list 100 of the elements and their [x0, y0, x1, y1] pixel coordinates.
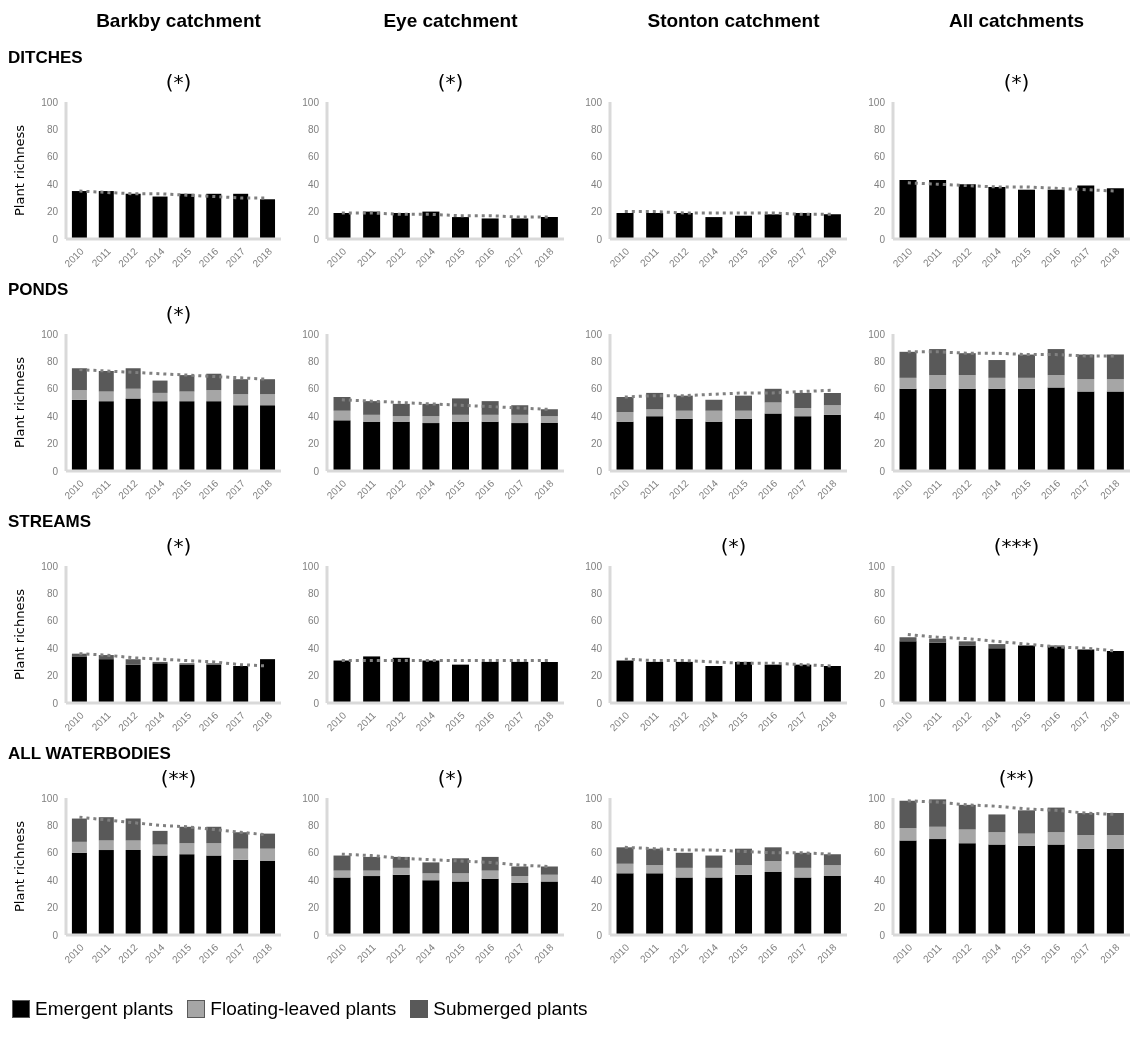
text: (*)	[164, 70, 193, 94]
bar	[206, 843, 222, 856]
bar	[98, 659, 114, 703]
bar	[1077, 391, 1095, 471]
bar	[646, 865, 664, 874]
bar	[735, 410, 753, 419]
bar	[705, 867, 723, 878]
text: (**)	[997, 766, 1036, 790]
y-tick-label: 60	[46, 615, 59, 627]
bar	[929, 349, 947, 376]
bar	[511, 882, 529, 935]
bar	[929, 839, 947, 935]
bar	[71, 368, 87, 391]
bar	[899, 351, 917, 378]
bar	[125, 388, 141, 399]
bar	[422, 423, 440, 471]
bar	[823, 405, 841, 415]
y-tick-label: 0	[52, 697, 59, 709]
bar	[675, 418, 693, 471]
bar	[179, 843, 195, 855]
chart-title: Barkby catchment	[95, 10, 262, 32]
bar	[392, 403, 410, 417]
bar	[1106, 354, 1124, 380]
bar	[794, 407, 812, 417]
y-tick-label: 40	[46, 178, 59, 190]
bar	[705, 877, 723, 935]
bar	[735, 874, 753, 935]
bar	[152, 392, 168, 402]
bar	[1047, 844, 1065, 935]
y-tick-label: 60	[873, 847, 886, 859]
y-tick-label: 40	[590, 874, 603, 886]
legend-label: Emergent plants	[35, 998, 174, 1020]
y-tick-label: 40	[307, 410, 320, 422]
bar	[675, 877, 693, 935]
y-axis-title: Plant richness	[12, 588, 27, 680]
bar	[958, 829, 976, 844]
y-tick-label: 100	[302, 328, 320, 340]
bar	[179, 826, 195, 844]
bar	[705, 855, 723, 868]
bar	[125, 398, 141, 471]
legend-label: Submerged plants	[433, 998, 588, 1020]
bar	[481, 414, 499, 422]
y-axis-title: Plant richness	[12, 820, 27, 912]
y-tick-label: 20	[307, 206, 320, 218]
bar	[206, 664, 222, 703]
bar	[71, 818, 87, 842]
y-tick-label: 0	[879, 465, 886, 477]
text: (*)	[164, 534, 193, 558]
chart-subtitle: PONDS	[8, 280, 69, 300]
y-tick-label: 60	[590, 151, 603, 163]
bar	[705, 421, 723, 471]
chart-subtitle: STREAMS	[8, 512, 92, 532]
bar	[511, 876, 529, 883]
y-tick-label: 20	[307, 438, 320, 450]
y-tick-label: 100	[585, 792, 603, 804]
bar	[988, 832, 1006, 845]
y-tick-label: 100	[585, 96, 603, 108]
bar	[363, 856, 381, 871]
bar	[260, 833, 276, 849]
bar	[98, 401, 114, 471]
y-tick-label: 20	[590, 206, 603, 218]
bar	[233, 379, 249, 395]
y-tick-label: 60	[590, 383, 603, 395]
bar	[511, 414, 529, 424]
bar	[452, 421, 470, 471]
bar	[958, 641, 976, 646]
y-tick-label: 20	[590, 438, 603, 450]
bar	[233, 394, 249, 406]
bar	[540, 866, 558, 875]
bar	[958, 388, 976, 471]
y-tick-label: 0	[313, 465, 320, 477]
bar	[764, 402, 782, 414]
bar	[735, 848, 753, 866]
bar	[452, 414, 470, 422]
bar	[823, 854, 841, 866]
bar	[988, 844, 1006, 935]
y-tick-label: 0	[313, 929, 320, 941]
y-tick-label: 20	[46, 670, 59, 682]
bar	[71, 656, 87, 703]
y-tick-label: 100	[41, 792, 59, 804]
y-tick-label: 80	[590, 123, 603, 135]
bar	[260, 379, 276, 395]
bar	[1018, 810, 1036, 834]
y-tick-label: 0	[596, 465, 603, 477]
bar	[1106, 813, 1124, 835]
y-tick-label: 100	[41, 560, 59, 572]
chart-title: Eye catchment	[382, 10, 519, 32]
bar	[1018, 388, 1036, 471]
bar	[71, 852, 87, 935]
bar	[646, 409, 664, 417]
bar	[794, 416, 812, 471]
y-tick-label: 100	[868, 328, 886, 340]
y-tick-label: 0	[52, 233, 59, 245]
bar	[1106, 834, 1124, 849]
y-tick-label: 0	[52, 929, 59, 941]
bar	[540, 874, 558, 882]
y-tick-label: 20	[46, 206, 59, 218]
bar	[333, 877, 351, 935]
bar	[540, 423, 558, 471]
bar	[675, 395, 693, 411]
